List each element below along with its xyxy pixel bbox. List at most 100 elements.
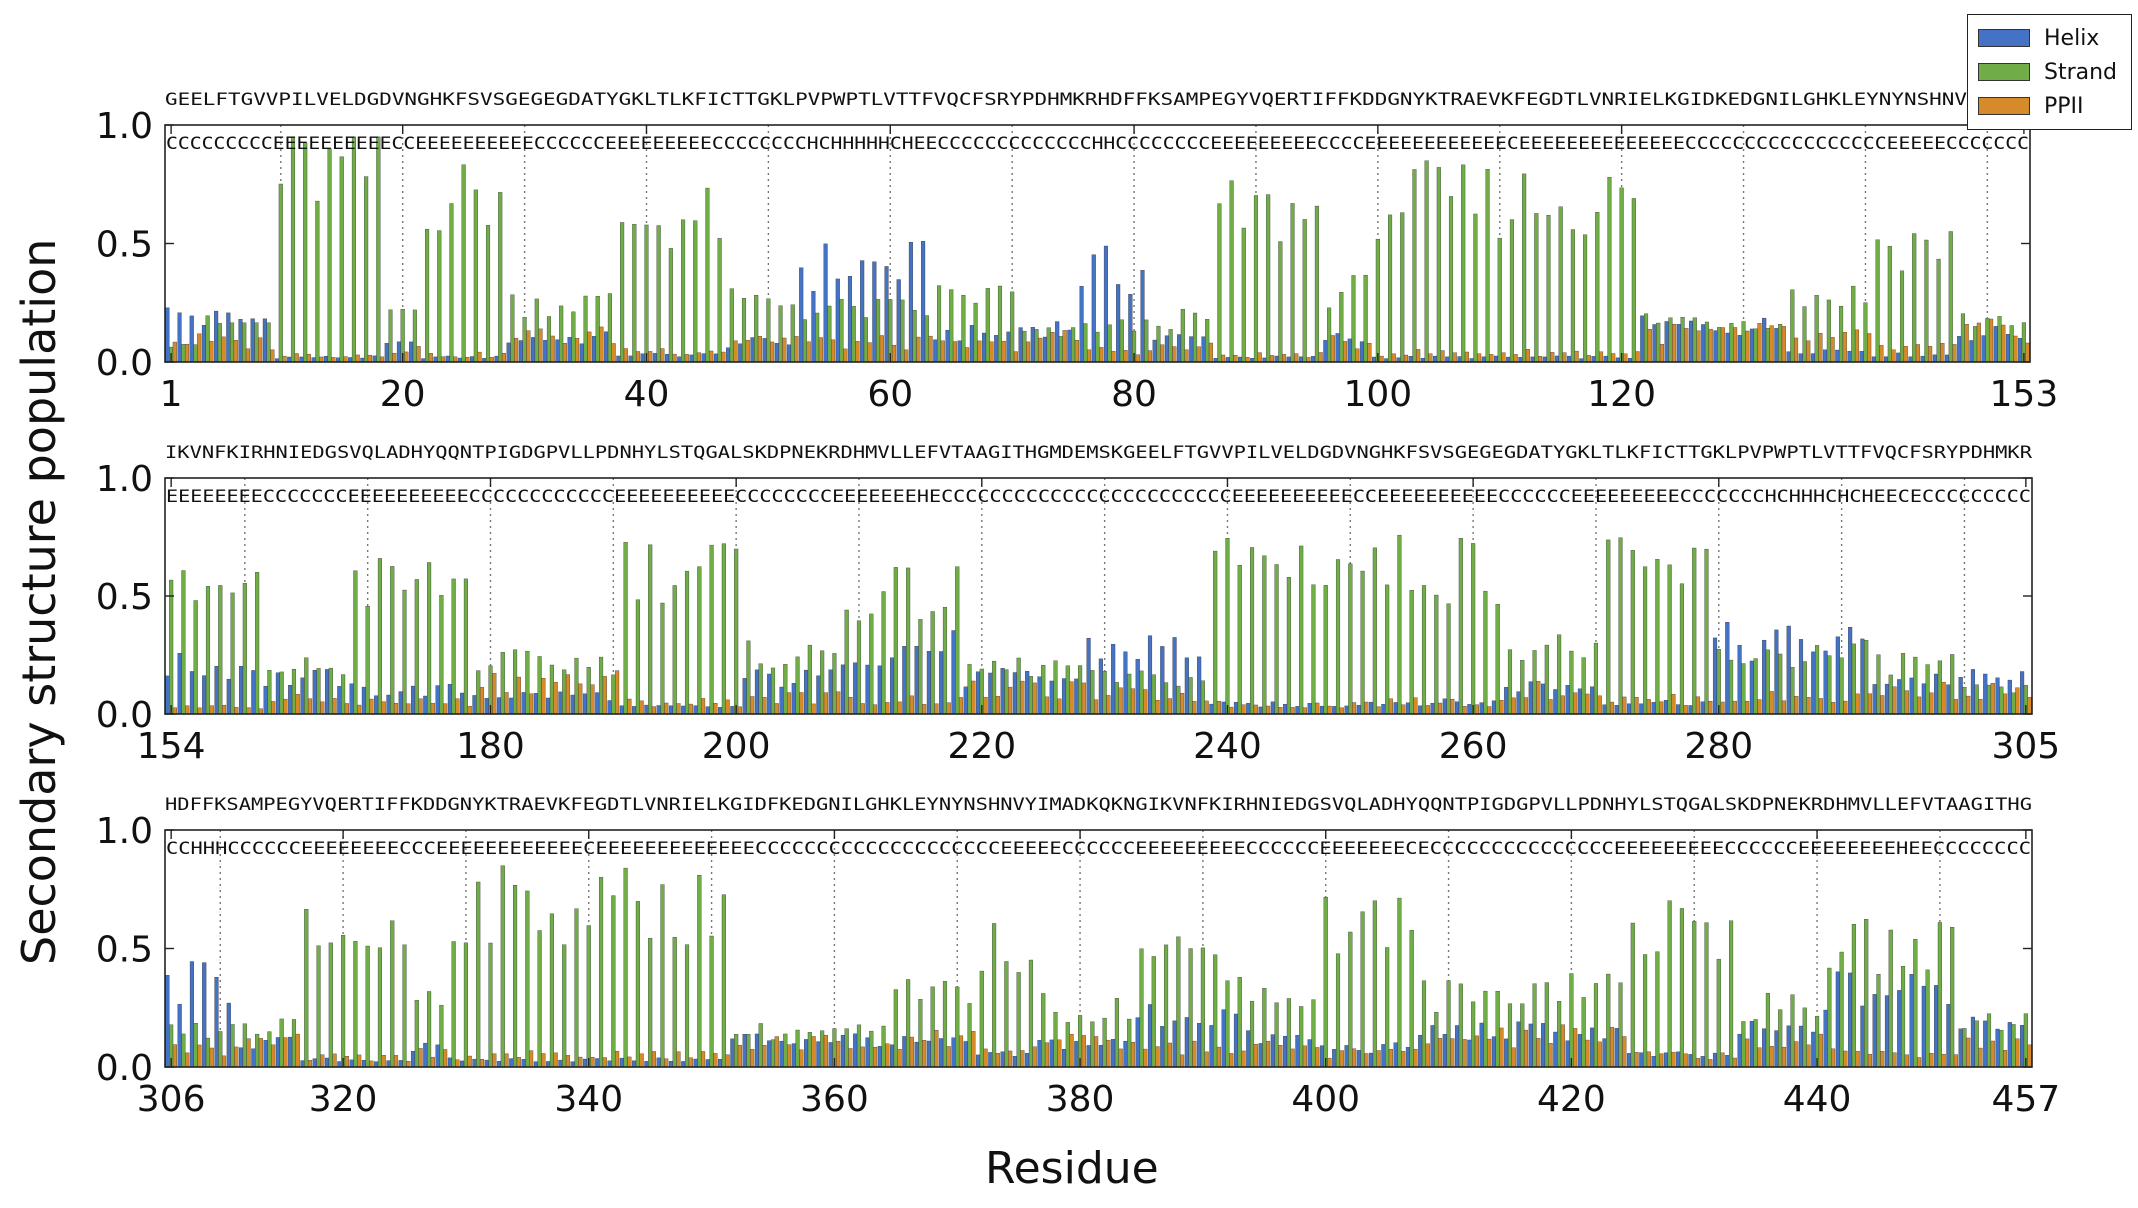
bar-helix-129 [1725, 332, 1730, 363]
bar-ppii-342 [615, 1051, 620, 1068]
bar-helix-161 [251, 670, 256, 715]
bar-ppii-407 [1413, 1048, 1418, 1068]
bar-helix-436 [1762, 1028, 1767, 1068]
bar-ppii-414 [1499, 1027, 1504, 1068]
bar-strand-445 [1876, 973, 1881, 1068]
bar-ppii-216 [934, 703, 939, 715]
bar-helix-233 [1135, 658, 1140, 715]
bar-ppii-48 [745, 340, 750, 363]
bar-ppii-113 [1538, 356, 1543, 363]
bar-ppii-335 [529, 1050, 534, 1068]
bar-helix-279 [1700, 701, 1705, 715]
bar-helix-7 [238, 319, 243, 363]
bar-strand-188 [586, 667, 591, 715]
bar-strand-213 [893, 567, 898, 715]
bar-strand-245 [1286, 576, 1291, 715]
bar-strand-64 [936, 285, 942, 363]
bar-ppii-258 [1450, 699, 1455, 715]
bar-strand-421 [1581, 997, 1586, 1068]
bar-strand-257 [1434, 594, 1439, 715]
bar-strand-225 [1041, 664, 1046, 715]
bar-strand-149 [1973, 326, 1978, 363]
bar-ppii-260 [1474, 704, 1479, 715]
bar-ppii-302 [1990, 683, 1995, 715]
bar-strand-83 [1168, 329, 1173, 363]
bar-ppii-106 [1452, 352, 1457, 363]
bar-helix-271 [1602, 704, 1607, 715]
bar-helix-38 [616, 355, 621, 363]
bar-strand-175 [427, 562, 432, 715]
bar-strand-157 [205, 586, 211, 715]
bar-strand-129 [1729, 322, 1734, 363]
bar-ppii-213 [897, 701, 902, 715]
bar-ppii-292 [1867, 693, 1873, 715]
bar-strand-73 [1046, 327, 1051, 363]
bar-ppii-41 [660, 348, 665, 363]
bar-ppii-405 [1388, 1049, 1393, 1068]
bar-strand-430 [1692, 921, 1697, 1068]
bar-ppii-107 [1464, 351, 1469, 363]
bar-ppii-440 [1818, 1033, 1823, 1068]
bar-strand-16 [351, 136, 356, 363]
bar-ppii-251 [1364, 701, 1369, 715]
bar-helix-381 [1086, 1045, 1091, 1068]
bar-helix-230 [1098, 658, 1103, 715]
bar-helix-337 [546, 1061, 551, 1068]
bar-ppii-150 [1989, 318, 1994, 363]
bar-helix-392 [1221, 1009, 1226, 1068]
bar-helix-289 [1823, 650, 1828, 715]
bar-helix-42 [665, 354, 670, 363]
bar-ppii-285 [1781, 700, 1787, 715]
bar-ppii-72 [1038, 337, 1043, 363]
bar-strand-210 [856, 620, 862, 715]
bar-helix-354 [754, 1033, 760, 1068]
bar-helix-456 [2007, 1022, 2012, 1068]
bar-ppii-194 [664, 702, 669, 715]
bar-strand-160 [242, 583, 247, 715]
bar-helix-300 [1958, 677, 1963, 715]
bar-ppii-26 [477, 351, 482, 363]
bar-helix-212 [877, 665, 882, 715]
bar-ppii-359 [823, 1035, 828, 1068]
bar-strand-453 [1974, 1020, 1979, 1068]
bar-helix-152 [2005, 334, 2011, 363]
bar-strand-113 [1534, 213, 1539, 363]
bar-ppii-304 [2015, 687, 2020, 715]
bar-helix-380 [1074, 1041, 1079, 1068]
bar-ppii-198 [713, 703, 718, 715]
bar-strand-228 [1078, 665, 1083, 715]
bar-strand-302 [1986, 684, 1992, 715]
bar-strand-119 [1607, 177, 1612, 363]
bar-ppii-443 [1855, 1051, 1860, 1068]
bar-ppii-428 [1671, 1052, 1676, 1068]
bar-strand-189 [598, 656, 604, 715]
bar-ppii-210 [860, 703, 865, 715]
bar-strand-278 [1692, 547, 1697, 715]
bar-helix-67 [969, 325, 974, 363]
bar-strand-158 [218, 585, 223, 715]
bar-ppii-311 [234, 1046, 239, 1068]
bar-strand-6 [229, 322, 235, 363]
bar-strand-409 [1434, 1012, 1439, 1068]
bar-ppii-421 [1585, 1039, 1590, 1068]
bar-helix-412 [1467, 1039, 1472, 1068]
bar-helix-64 [933, 339, 938, 363]
bar-ppii-233 [1143, 689, 1148, 715]
bar-helix-159 [226, 678, 231, 715]
bar-strand-307 [181, 1033, 186, 1068]
bar-ppii-297 [1929, 692, 1934, 715]
bar-ppii-30 [526, 330, 531, 363]
bar-strand-193 [648, 544, 653, 715]
bar-ppii-156 [197, 707, 202, 715]
bar-helix-191 [619, 705, 624, 715]
bar-ppii-29 [514, 338, 519, 363]
bar-helix-349 [693, 1058, 698, 1068]
bar-strand-330 [463, 942, 468, 1068]
bar-strand-438 [1790, 994, 1795, 1068]
bar-helix-255 [1405, 702, 1411, 715]
bar-helix-68 [982, 332, 987, 363]
bar-strand-224 [1028, 676, 1034, 715]
bar-strand-123 [1656, 322, 1661, 363]
bar-strand-344 [635, 901, 640, 1068]
bar-ppii-7 [245, 348, 251, 363]
